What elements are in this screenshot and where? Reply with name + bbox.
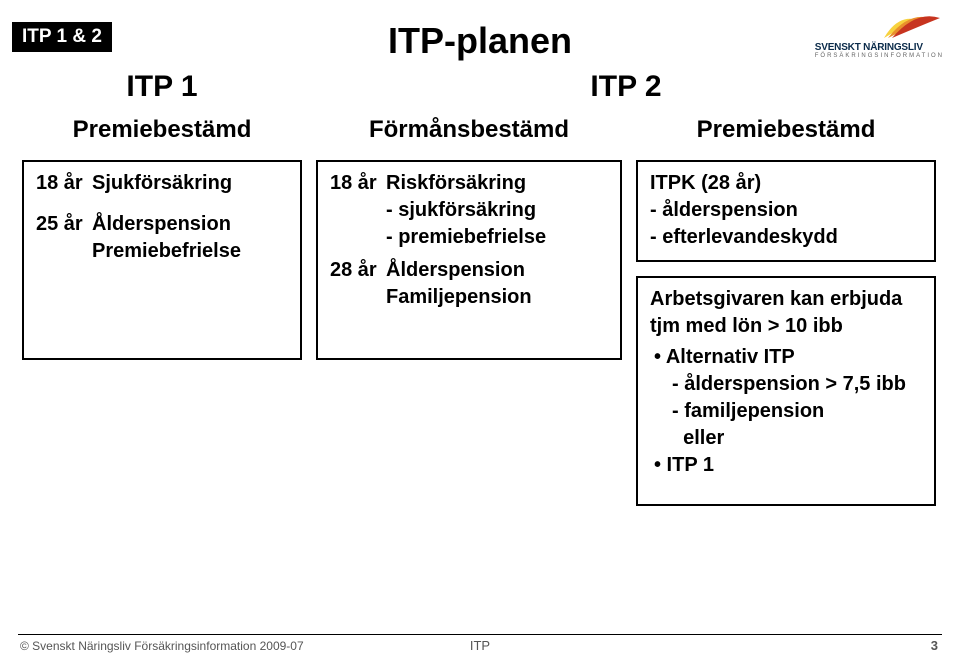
box-itp1: 18 årSjukförsäkring 25 årÅlderspension P… xyxy=(22,160,302,360)
c2-l2: - sjukförsäkring xyxy=(386,199,608,222)
c1-l1: 18 årSjukförsäkring xyxy=(36,172,288,195)
c2-l4-text: Ålderspension xyxy=(386,259,525,281)
c2-l5: Familjepension xyxy=(386,286,608,309)
c2-l1-text: Riskförsäkring xyxy=(386,172,526,194)
c3b-b2: • ITP 1 xyxy=(654,454,922,477)
subheader-c1: Premiebestämd xyxy=(22,116,302,144)
c2-l1: 18 årRiskförsäkring xyxy=(330,172,608,195)
c1-l1-age: 18 år xyxy=(36,172,92,195)
c1-l2: 25 årÅlderspension xyxy=(36,213,288,236)
c2-l3: - premiebefrielse xyxy=(386,226,608,249)
footer-divider xyxy=(18,634,942,635)
header-itp1: ITP 1 xyxy=(22,70,302,104)
c3a-l2: - ålderspension xyxy=(650,199,922,222)
slide-title: ITP-planen xyxy=(0,20,960,62)
c3a-l1: ITPK (28 år) xyxy=(650,172,922,195)
footer-page-number: 3 xyxy=(931,638,938,653)
c1-l2-age: 25 år xyxy=(36,213,92,236)
c3b-b1b: - familjepension xyxy=(672,400,922,423)
footer-mid: ITP xyxy=(0,638,960,653)
subheader-c3: Premiebestämd xyxy=(636,116,936,144)
c1-l3: Premiebefrielse xyxy=(92,240,288,263)
box-itp2-formans: 18 årRiskförsäkring - sjukförsäkring - p… xyxy=(316,160,622,360)
c2-l4: 28 årÅlderspension xyxy=(330,259,608,282)
header-itp2: ITP 2 xyxy=(316,70,936,104)
c3b-l2: tjm med lön > 10 ibb xyxy=(650,315,922,338)
c1-l2-text: Ålderspension xyxy=(92,213,231,235)
c3b-b1c: eller xyxy=(672,427,922,450)
c3b-l1: Arbetsgivaren kan erbjuda xyxy=(650,288,922,311)
subheader-c2: Förmånsbestämd xyxy=(316,116,622,144)
c3a-l3: - efterlevandeskydd xyxy=(650,226,922,249)
box-arbetsgivaren: Arbetsgivaren kan erbjuda tjm med lön > … xyxy=(636,276,936,506)
c3b-b1a: - ålderspension > 7,5 ibb xyxy=(672,373,922,396)
c2-l4-age: 28 år xyxy=(330,259,386,282)
slide: ITP 1 & 2 SVENSKT NÄRINGSLIV FÖRSÄKRINGS… xyxy=(0,0,960,659)
box-itpk: ITPK (28 år) - ålderspension - efterleva… xyxy=(636,160,936,262)
c1-l1-text: Sjukförsäkring xyxy=(92,172,232,194)
c3b-b1: • Alternativ ITP xyxy=(654,346,922,369)
c2-l1-age: 18 år xyxy=(330,172,386,195)
